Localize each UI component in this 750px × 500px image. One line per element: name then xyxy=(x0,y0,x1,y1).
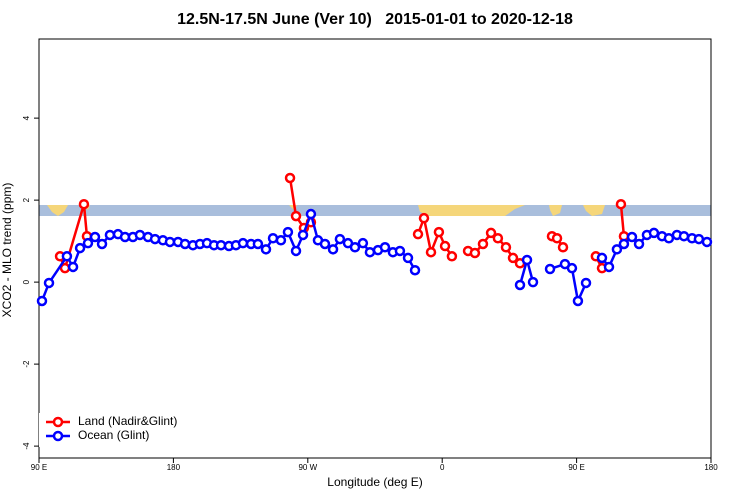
data-point xyxy=(446,251,458,262)
land-patch xyxy=(47,205,68,216)
x-tick-label: 180 xyxy=(704,463,718,472)
data-point xyxy=(349,242,361,253)
land-patch xyxy=(583,205,605,216)
data-point xyxy=(179,238,191,250)
data-point xyxy=(485,227,497,239)
data-point xyxy=(275,235,287,246)
data-point xyxy=(469,247,481,259)
y-tick-label: 4 xyxy=(22,115,31,120)
data-point xyxy=(425,246,437,258)
data-point xyxy=(418,212,430,224)
data-point xyxy=(282,226,294,238)
data-point xyxy=(439,240,451,252)
data-point xyxy=(433,226,445,238)
data-point xyxy=(290,210,302,222)
data-point xyxy=(596,252,608,264)
data-point xyxy=(402,252,414,264)
land-patch xyxy=(418,205,525,216)
data-point xyxy=(96,238,108,250)
data-point xyxy=(164,236,176,248)
x-tick-label: 90 E xyxy=(31,463,47,472)
ocean-strip xyxy=(39,205,711,216)
data-point xyxy=(603,261,615,273)
data-point xyxy=(544,263,556,275)
data-point xyxy=(82,237,94,249)
series-line xyxy=(58,177,626,270)
data-point xyxy=(67,261,79,273)
data-point xyxy=(89,231,101,243)
x-tick-label: 90 E xyxy=(568,463,584,472)
data-point xyxy=(551,233,563,244)
data-point xyxy=(364,246,376,258)
legend-label: Land (Nadir&Glint) xyxy=(78,414,177,428)
data-point xyxy=(618,238,630,250)
legend-marker xyxy=(52,430,64,442)
x-axis-label: Longitude (deg E) xyxy=(327,475,422,489)
legend-box xyxy=(39,413,179,447)
data-point xyxy=(149,233,161,245)
data-point xyxy=(78,198,90,210)
y-tick-label: 0 xyxy=(22,279,31,284)
data-point xyxy=(74,242,86,254)
data-point xyxy=(633,238,645,250)
data-point xyxy=(701,236,713,248)
data-point xyxy=(615,198,627,210)
y-tick-label: -2 xyxy=(22,360,31,368)
legend: Land (Nadir&Glint)Ocean (Glint) xyxy=(39,413,179,447)
y-axis-label: XCO2 - MLO trend (ppm) xyxy=(0,183,14,318)
data-point xyxy=(104,229,116,241)
data-point xyxy=(507,252,519,264)
data-point xyxy=(357,237,369,249)
data-point xyxy=(648,227,660,239)
data-point xyxy=(237,237,249,249)
data-point xyxy=(297,229,309,241)
data-point xyxy=(284,172,296,184)
series-line xyxy=(40,212,708,303)
x-tick-label: 0 xyxy=(440,463,445,472)
y-tick-label: -4 xyxy=(22,442,31,450)
data-point xyxy=(327,244,339,255)
data-point xyxy=(134,229,146,241)
data-point xyxy=(409,264,421,276)
legend-label: Ocean (Glint) xyxy=(78,428,149,442)
chart-title: 12.5N-17.5N June (Ver 10) 2015-01-01 to … xyxy=(177,11,573,28)
data-point xyxy=(527,276,539,288)
map-strip xyxy=(39,205,711,216)
data-point xyxy=(514,279,526,291)
plot-frame xyxy=(38,38,712,459)
data-point xyxy=(290,245,302,257)
data-point xyxy=(412,228,424,240)
data-point xyxy=(252,238,264,250)
data-point xyxy=(36,295,48,307)
data-point xyxy=(379,242,391,253)
data-point xyxy=(663,233,675,244)
data-point xyxy=(477,238,489,250)
data-point xyxy=(580,277,592,289)
y-tick-label: 2 xyxy=(22,197,31,202)
x-tick-label: 180 xyxy=(167,463,181,472)
data-point xyxy=(521,254,533,266)
data-point xyxy=(566,262,578,274)
data-point xyxy=(492,233,504,244)
data-point xyxy=(572,295,584,307)
land-patch xyxy=(549,205,562,216)
data-point xyxy=(319,238,331,250)
data-point xyxy=(678,230,690,242)
data-point xyxy=(394,245,406,257)
legend-marker xyxy=(52,416,64,428)
x-tick-label: 90 W xyxy=(298,463,317,472)
data-point xyxy=(305,208,317,220)
data-point xyxy=(334,233,346,245)
data-point xyxy=(626,231,638,243)
data-point xyxy=(693,233,705,245)
data-point xyxy=(43,277,55,289)
data-point xyxy=(260,244,272,255)
data-point xyxy=(500,242,512,253)
data-point xyxy=(611,244,623,255)
data-point xyxy=(61,251,73,262)
data-point xyxy=(557,242,569,253)
